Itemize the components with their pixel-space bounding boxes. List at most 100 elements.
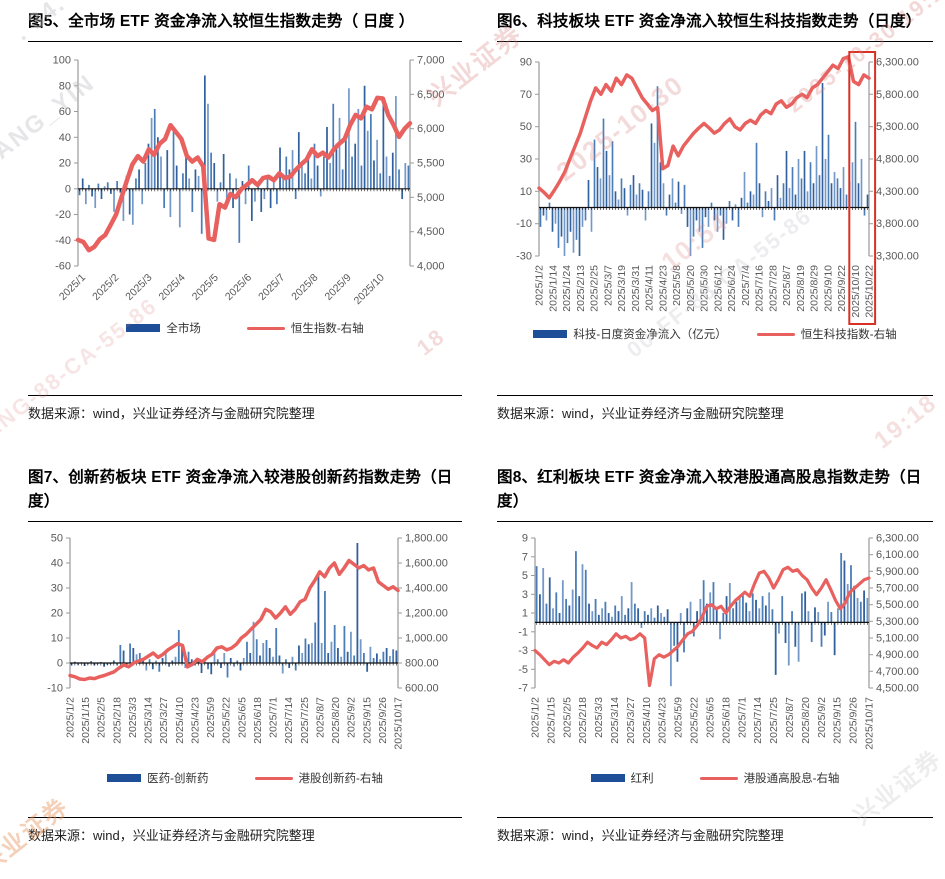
figure8-chart: 9 7 5 3 1 -1 -3 -5 -7 6,300.00 6,100.00 5,900.00 5,7… <box>518 533 919 750</box>
legend-bar-label: 红利 <box>630 773 654 786</box>
figure6-source-rule <box>497 395 933 396</box>
svg-text:2025/5/9: 2025/5/9 <box>673 697 685 738</box>
legend-item-line: 港股通高股息-右轴 <box>699 770 839 786</box>
svg-text:2025/1/14: 2025/1/14 <box>547 265 559 312</box>
svg-text:3: 3 <box>522 589 528 601</box>
svg-text:2025/9: 2025/9 <box>323 272 354 303</box>
svg-text:5,000: 5,000 <box>417 192 445 204</box>
svg-text:2025/6/24: 2025/6/24 <box>726 265 738 312</box>
svg-text:2025/8/7: 2025/8/7 <box>784 697 796 738</box>
figure8-panel: 图8、红利板块 ETF 资金净流入较港股通高股息指数走势（日度） 9 7 5 3 1 -1… <box>497 466 933 844</box>
svg-text:2025/7/25: 2025/7/25 <box>768 697 780 744</box>
svg-text:-10: -10 <box>516 218 532 230</box>
svg-text:80: 80 <box>59 80 71 92</box>
svg-text:4,300.00: 4,300.00 <box>876 186 919 198</box>
figure7-title: 图7、创新药板块 ETF 资金净流入较港股创新药指数走势（日度） <box>28 469 453 511</box>
svg-text:7: 7 <box>522 551 528 563</box>
svg-text:4,800.00: 4,800.00 <box>876 154 919 166</box>
legend-item-bar: 医药-创新药 <box>107 770 209 786</box>
legend-bar-swatch <box>126 324 161 333</box>
legend-bar-label: 全市场 <box>166 323 201 336</box>
figure8-source-rule <box>497 817 933 818</box>
svg-text:5,500: 5,500 <box>417 158 445 170</box>
figure7-source: 数据来源：wind，兴业证券经济与金融研究院整理 <box>28 828 315 843</box>
svg-text:1,000.00: 1,000.00 <box>405 633 448 645</box>
svg-text:4,500: 4,500 <box>417 226 445 238</box>
svg-text:5,700.00: 5,700.00 <box>876 583 919 595</box>
svg-text:2025/2/13: 2025/2/13 <box>575 265 587 312</box>
svg-text:10: 10 <box>51 633 63 645</box>
legend-item-line: 恒生指数-右轴 <box>246 320 364 336</box>
svg-text:5,800.00: 5,800.00 <box>876 89 919 101</box>
legend-bar-swatch <box>107 774 142 783</box>
figure6-source-block: 数据来源：wind，兴业证券经济与金融研究院整理 <box>497 395 933 422</box>
svg-text:2025/6/12: 2025/6/12 <box>712 265 724 312</box>
svg-text:4,700.00: 4,700.00 <box>876 666 919 678</box>
svg-text:5,300.00: 5,300.00 <box>876 121 919 133</box>
svg-text:2025/6: 2025/6 <box>223 272 254 303</box>
svg-text:2025/2/25: 2025/2/25 <box>589 265 601 312</box>
svg-text:100: 100 <box>53 55 71 67</box>
svg-text:2025/8: 2025/8 <box>289 272 320 303</box>
svg-text:50: 50 <box>520 121 532 133</box>
svg-text:20: 20 <box>59 158 71 170</box>
figure5-source: 数据来源：wind，兴业证券经济与金融研究院整理 <box>28 406 315 421</box>
figure6-title: 图6、科技板块 ETF 资金净流入较恒生科技指数走势（日度） <box>497 13 922 30</box>
figure7-source-block: 数据来源：wind，兴业证券经济与金融研究院整理 <box>28 817 462 844</box>
svg-text:70: 70 <box>520 89 532 101</box>
figure8-source-block: 数据来源：wind，兴业证券经济与金融研究院整理 <box>497 817 933 844</box>
svg-text:2025/5/22: 2025/5/22 <box>689 697 701 744</box>
legend-bar-swatch <box>533 330 568 339</box>
svg-text:2025/10: 2025/10 <box>352 272 387 307</box>
figure5-title-rule <box>28 41 462 43</box>
svg-text:2025/1/2: 2025/1/2 <box>530 697 542 738</box>
svg-text:2025/9/10: 2025/9/10 <box>822 265 834 312</box>
figure7-panel: 图7、创新药板块 ETF 资金净流入较港股创新药指数走势（日度） 50 40 30 2… <box>28 466 462 844</box>
legend-line-swatch <box>699 776 738 780</box>
svg-text:50: 50 <box>51 533 63 545</box>
svg-text:5: 5 <box>522 570 528 582</box>
svg-text:6,100.00: 6,100.00 <box>876 549 919 561</box>
svg-text:-40: -40 <box>55 235 71 247</box>
figure5-legend: 全市场 恒生指数-右轴 <box>28 320 462 336</box>
svg-text:2025/1/15: 2025/1/15 <box>545 697 557 744</box>
figure6-source: 数据来源：wind，兴业证券经济与金融研究院整理 <box>497 406 784 421</box>
svg-text:-60: -60 <box>55 261 71 273</box>
svg-text:2025/2: 2025/2 <box>90 272 121 303</box>
svg-text:90: 90 <box>520 57 532 69</box>
svg-text:2025/7/1: 2025/7/1 <box>268 697 280 738</box>
figure8-title-rule <box>497 521 933 523</box>
svg-text:2025/3/27: 2025/3/27 <box>625 697 637 744</box>
legend-line-label: 恒生科技指数-右轴 <box>800 329 897 342</box>
svg-text:800.00: 800.00 <box>405 658 439 670</box>
figure8-title: 图8、红利板块 ETF 资金净流入较港股通高股息指数走势（日度） <box>497 469 922 511</box>
legend-item-bar: 全市场 <box>126 320 201 336</box>
svg-text:2025/3/3: 2025/3/3 <box>127 697 139 738</box>
legend-bar-swatch <box>590 774 625 783</box>
svg-text:600.00: 600.00 <box>405 683 439 695</box>
svg-text:2025/8/7: 2025/8/7 <box>314 697 326 738</box>
svg-text:2025/4/23: 2025/4/23 <box>657 265 669 312</box>
legend-line-swatch <box>246 326 285 330</box>
svg-text:2025/8/19: 2025/8/19 <box>795 265 807 312</box>
svg-text:-30: -30 <box>516 251 532 263</box>
svg-text:5,900.00: 5,900.00 <box>876 566 919 578</box>
figure5-title: 图5、全市场 ETF 资金净流入较恒生指数走势（ 日度 ） <box>28 13 415 30</box>
svg-text:2025/2/18: 2025/2/18 <box>577 697 589 744</box>
figure5-chart: 100 80 60 40 20 0 -20 -40 -60 7,000 6,500 6,000 5,50… <box>53 55 445 307</box>
legend-item-bar: 科技-日度资金净流入（亿元） <box>533 326 727 342</box>
figure6-legend: 科技-日度资金净流入（亿元） 恒生科技指数-右轴 <box>497 326 933 342</box>
svg-text:30: 30 <box>520 154 532 166</box>
svg-text:-20: -20 <box>55 209 71 221</box>
figure6-chart: 90 70 50 30 10 -10 -30 6,300.00 5,800.00 5,300.00… <box>516 51 919 326</box>
svg-text:-7: -7 <box>518 683 528 695</box>
legend-line-swatch <box>756 332 795 336</box>
svg-text:2025/10/22: 2025/10/22 <box>864 265 876 318</box>
svg-text:2025/5: 2025/5 <box>190 272 221 303</box>
svg-text:2025/6/18: 2025/6/18 <box>252 697 264 744</box>
svg-text:5,500.00: 5,500.00 <box>876 599 919 611</box>
svg-text:2025/1: 2025/1 <box>57 272 88 303</box>
svg-text:2025/9/26: 2025/9/26 <box>848 697 860 744</box>
svg-text:-5: -5 <box>518 664 528 676</box>
svg-text:2025/8/20: 2025/8/20 <box>330 697 342 744</box>
